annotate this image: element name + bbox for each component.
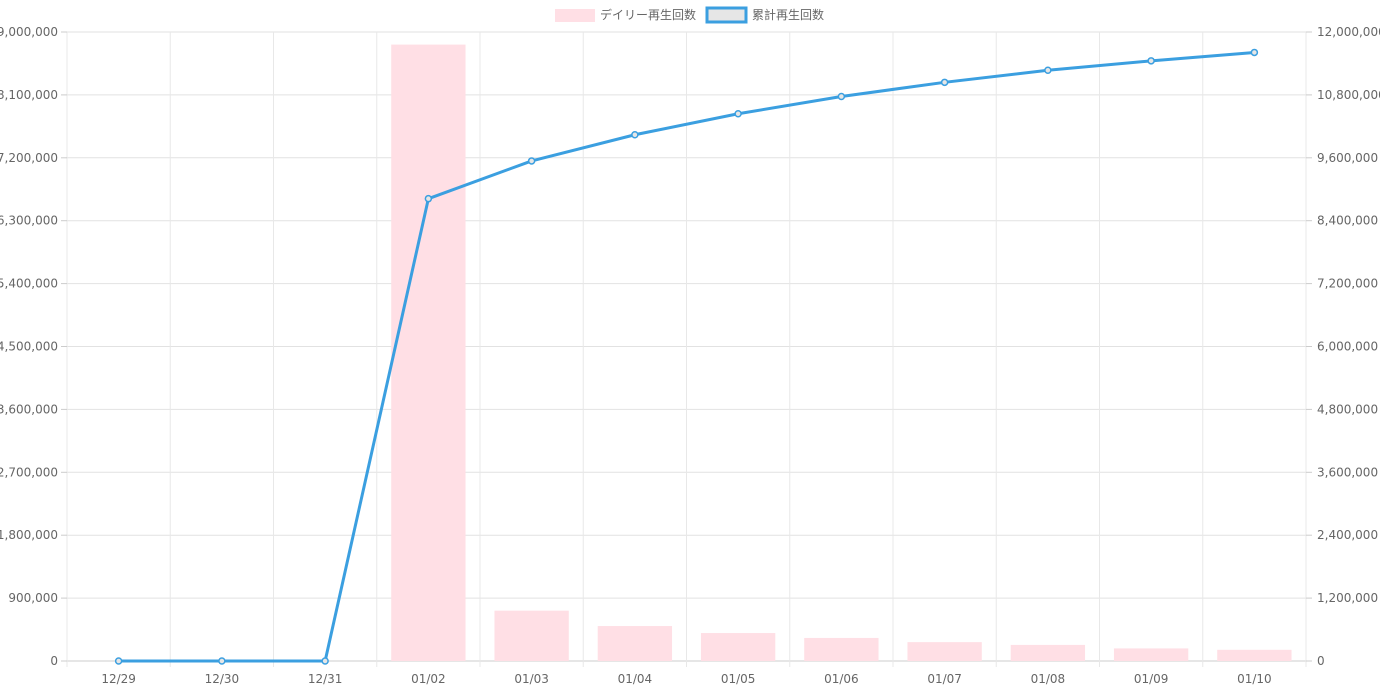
bar	[700, 633, 776, 661]
left-tick-label: 3,600,000	[0, 402, 58, 416]
legend-swatch-cumulative	[705, 6, 748, 24]
left-tick-label: 8,100,000	[0, 88, 58, 102]
line-point	[940, 78, 949, 87]
right-tick-label: 3,600,000	[1317, 465, 1378, 479]
line-point	[1044, 66, 1052, 75]
left-tick-label: 900,000	[8, 591, 58, 605]
line-point	[424, 194, 433, 203]
bar-series	[391, 44, 1292, 661]
x-tick-label: 01/05	[721, 672, 756, 686]
x-tick-label: 12/31	[308, 672, 343, 686]
left-tick-label: 5,400,000	[0, 277, 58, 291]
line-point	[527, 157, 536, 165]
right-tick-label: 0	[1317, 654, 1325, 668]
left-tick-label: 4,500,000	[0, 340, 58, 354]
left-tick-label: 6,300,000	[0, 214, 58, 228]
x-tick-label: 01/03	[514, 672, 549, 686]
cumulative-line	[118, 50, 1255, 663]
x-tick-label: 01/10	[1237, 672, 1272, 686]
x-tick-label: 01/08	[1031, 672, 1066, 686]
bar	[907, 642, 982, 661]
bar	[804, 637, 879, 661]
right-y-axis: 12,000,000 10,800,000 9,600,000 8,400,000 7,…	[1306, 25, 1380, 668]
x-tick-label: 12/29	[101, 672, 136, 686]
left-tick-label: 1,800,000	[0, 528, 58, 542]
bar	[1217, 649, 1292, 661]
legend-swatch-daily	[555, 9, 595, 22]
right-tick-label: 4,800,000	[1317, 402, 1378, 416]
line-point	[321, 657, 329, 665]
right-tick-label: 1,200,000	[1317, 591, 1378, 605]
x-tick-label: 01/06	[824, 672, 859, 686]
bar	[391, 44, 466, 661]
x-tick-label: 01/04	[618, 672, 653, 686]
bar	[597, 626, 673, 661]
chart-legend: デイリー再生回数 累計再生回数	[555, 6, 824, 24]
bar	[494, 610, 569, 661]
line-point	[734, 110, 742, 118]
line-point	[218, 657, 226, 665]
x-tick-label: 01/02	[411, 672, 446, 686]
line-point	[1250, 48, 1259, 57]
left-tick-label: 7,200,000	[0, 151, 58, 165]
right-tick-label: 9,600,000	[1317, 151, 1378, 165]
bar	[1113, 648, 1189, 661]
bar	[1010, 644, 1086, 661]
line-point	[837, 92, 846, 101]
line-point	[1147, 57, 1155, 65]
left-tick-label: 0	[50, 654, 58, 668]
x-axis: 12/29 12/30 12/31 01/02 01/03 01/04 01/05 01/06…	[101, 672, 1271, 686]
right-tick-label: 6,000,000	[1317, 340, 1378, 354]
left-y-axis: 9,000,000 8,100,000 7,200,000 6,300,000 5,40…	[0, 25, 67, 668]
grid-lines	[66, 31, 1307, 667]
right-tick-label: 10,800,000	[1317, 88, 1380, 102]
right-tick-label: 2,400,000	[1317, 528, 1378, 542]
line-series	[114, 48, 1259, 665]
x-tick-label: 01/07	[927, 672, 962, 686]
x-tick-label: 12/30	[205, 672, 240, 686]
right-tick-label: 7,200,000	[1317, 277, 1378, 291]
right-tick-label: 12,000,000	[1317, 25, 1380, 39]
left-tick-label: 9,000,000	[0, 25, 58, 39]
line-point	[631, 130, 639, 139]
right-tick-label: 8,400,000	[1317, 214, 1378, 228]
line-point	[114, 657, 123, 665]
x-tick-label: 01/09	[1134, 672, 1169, 686]
legend-label-daily: デイリー再生回数	[600, 7, 696, 22]
left-tick-label: 2,700,000	[0, 465, 58, 479]
legend-label-cumulative: 累計再生回数	[752, 7, 824, 22]
